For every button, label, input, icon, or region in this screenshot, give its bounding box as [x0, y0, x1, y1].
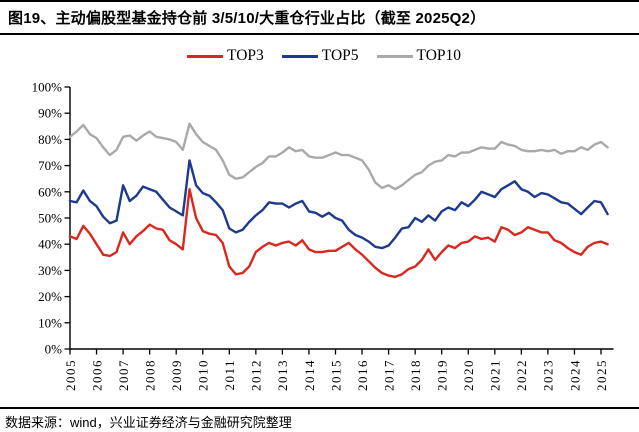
- x-axis-label: 2007: [116, 359, 131, 391]
- series-line-top10: [68, 122, 609, 191]
- axis-lines: [69, 87, 614, 350]
- x-axis-label: 2015: [328, 359, 343, 391]
- legend-swatch-top5: [281, 54, 318, 58]
- series-line-top5: [68, 159, 609, 250]
- x-axis-label: 2024: [567, 359, 582, 391]
- x-axis-label: 2012: [249, 359, 264, 391]
- y-axis-label: 80%: [38, 132, 62, 147]
- x-axis-label: 2022: [514, 359, 529, 391]
- legend-item-top3: TOP3: [187, 47, 264, 65]
- x-axis-label: 2014: [302, 359, 317, 391]
- x-axis-label: 2017: [381, 359, 396, 391]
- x-axis-label: 2020: [461, 359, 476, 391]
- x-axis-label: 2005: [63, 359, 78, 391]
- y-axis-label: 90%: [38, 106, 62, 121]
- legend-label-top3: TOP3: [227, 47, 264, 64]
- y-axis-label: 70%: [38, 158, 62, 173]
- y-axis-label: 10%: [38, 315, 62, 330]
- x-axis-label: 2018: [408, 359, 423, 391]
- y-axis-label: 20%: [38, 289, 62, 304]
- y-axis-label: 0%: [45, 342, 63, 357]
- x-axis-label: 2006: [89, 359, 104, 391]
- legend-swatch-top10: [376, 54, 413, 58]
- title-divider: [0, 33, 639, 35]
- footer-divider: [0, 407, 639, 409]
- legend-item-top10: TOP10: [376, 47, 462, 65]
- series-line-top3: [68, 187, 609, 279]
- x-axis-label: 2011: [222, 359, 237, 391]
- chart-legend: TOP3 TOP5 TOP10: [187, 47, 461, 65]
- legend-label-top10: TOP10: [416, 47, 462, 64]
- legend-swatch-top3: [187, 54, 223, 58]
- x-axis-label: 2019: [435, 359, 450, 391]
- top-border: [0, 0, 639, 2]
- y-axis-label: 30%: [38, 263, 62, 278]
- x-axis-label: 2025: [594, 359, 609, 391]
- x-axis-label: 2013: [275, 359, 290, 391]
- x-axis-label: 2010: [196, 359, 211, 391]
- legend-item-top5: TOP5: [281, 47, 359, 65]
- y-axis-label: 60%: [38, 184, 62, 199]
- y-axis-label: 50%: [38, 211, 62, 226]
- y-axis-label: 40%: [38, 237, 62, 252]
- x-axis-label: 2008: [142, 359, 157, 391]
- source-note: 数据来源：wind，兴业证券经济与金融研究院整理: [5, 415, 292, 430]
- figure-title: 图19、主动偏股型基金持仓前 3/5/10/大重仓行业占比（截至 2025Q2）: [8, 10, 486, 27]
- x-axis-label: 2009: [169, 359, 184, 391]
- x-axis-label: 2021: [488, 359, 503, 391]
- x-axis-label: 2023: [541, 359, 556, 391]
- legend-label-top5: TOP5: [321, 47, 359, 64]
- x-axis-label: 2016: [355, 359, 370, 391]
- y-axis-label: 100%: [32, 80, 63, 95]
